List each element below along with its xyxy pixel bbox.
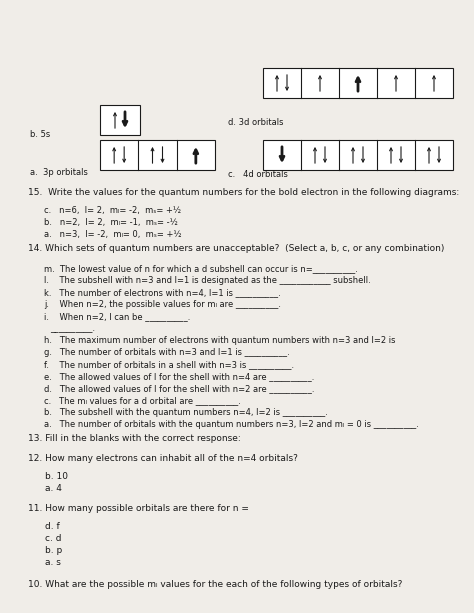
Text: a.  3p orbitals: a. 3p orbitals <box>30 168 88 177</box>
Text: a.   The number of orbitals with the quantum numbers n=3, l=2 and mₗ = 0 is ____: a. The number of orbitals with the quant… <box>44 420 419 429</box>
Text: d. f: d. f <box>45 522 60 531</box>
Text: b. 5s: b. 5s <box>30 130 50 139</box>
Text: b. 10: b. 10 <box>45 472 68 481</box>
Text: a.   n=3,  l= -2,  mₗ= 0,  mₛ= +½: a. n=3, l= -2, mₗ= 0, mₛ= +½ <box>44 230 182 239</box>
Text: 10. What are the possible mₗ values for the each of the following types of orbit: 10. What are the possible mₗ values for … <box>28 580 402 589</box>
Text: g.   The number of orbitals with n=3 and l=1 is __________.: g. The number of orbitals with n=3 and l… <box>44 348 290 357</box>
Text: 13. Fill in the blanks with the correct response:: 13. Fill in the blanks with the correct … <box>28 434 241 443</box>
Text: b. p: b. p <box>45 546 62 555</box>
Text: h.   The maximum number of electrons with quantum numbers with n=3 and l=2 is: h. The maximum number of electrons with … <box>44 336 395 345</box>
Text: b.   The subshell with the quantum numbers n=4, l=2 is __________.: b. The subshell with the quantum numbers… <box>44 408 328 417</box>
Text: b.   n=2,  l= 2,  mₗ= -1,  mₛ= -½: b. n=2, l= 2, mₗ= -1, mₛ= -½ <box>44 218 178 227</box>
Text: 12. How many electrons can inhabit all of the n=4 orbitals?: 12. How many electrons can inhabit all o… <box>28 454 298 463</box>
Text: j.    When n=2, the possible values for mₗ are __________.: j. When n=2, the possible values for mₗ … <box>44 300 281 309</box>
Text: d.   The allowed values of l for the shell with n=2 are __________.: d. The allowed values of l for the shell… <box>44 384 315 393</box>
Text: k.   The number of electrons with n=4, l=1 is __________.: k. The number of electrons with n=4, l=1… <box>44 288 281 297</box>
Text: e.   The allowed values of l for the shell with n=4 are __________.: e. The allowed values of l for the shell… <box>44 372 314 381</box>
Bar <box>263 68 453 98</box>
Text: c. d: c. d <box>45 534 62 543</box>
Text: f.    The number of orbitals in a shell with n=3 is __________.: f. The number of orbitals in a shell wit… <box>44 360 294 369</box>
Bar <box>263 140 453 170</box>
Text: l.    The subshell with n=3 and l=1 is designated as the ____________ subshell.: l. The subshell with n=3 and l=1 is desi… <box>44 276 371 285</box>
Text: c.   n=6,  l= 2,  mₗ= -2,  mₛ= +½: c. n=6, l= 2, mₗ= -2, mₛ= +½ <box>44 206 181 215</box>
Text: __________.: __________. <box>50 324 95 333</box>
Text: i.    When n=2, l can be __________.: i. When n=2, l can be __________. <box>44 312 191 321</box>
Text: m.  The lowest value of n for which a d subshell can occur is n=__________.: m. The lowest value of n for which a d s… <box>44 264 358 273</box>
Text: d. 3d orbitals: d. 3d orbitals <box>228 118 283 127</box>
Text: 14. Which sets of quantum numbers are unacceptable?  (Select a, b, c, or any com: 14. Which sets of quantum numbers are un… <box>28 244 444 253</box>
Text: a. 4: a. 4 <box>45 484 62 493</box>
Text: a. s: a. s <box>45 558 61 567</box>
Bar <box>100 105 140 135</box>
Text: c.   4d orbitals: c. 4d orbitals <box>228 170 288 179</box>
Text: c.   The mₗ values for a d orbital are __________.: c. The mₗ values for a d orbital are ___… <box>44 396 241 405</box>
Text: 15.  Write the values for the quantum numbers for the bold electron in the follo: 15. Write the values for the quantum num… <box>28 188 459 197</box>
Text: 11. How many possible orbitals are there for n =: 11. How many possible orbitals are there… <box>28 504 249 513</box>
Bar <box>100 140 215 170</box>
